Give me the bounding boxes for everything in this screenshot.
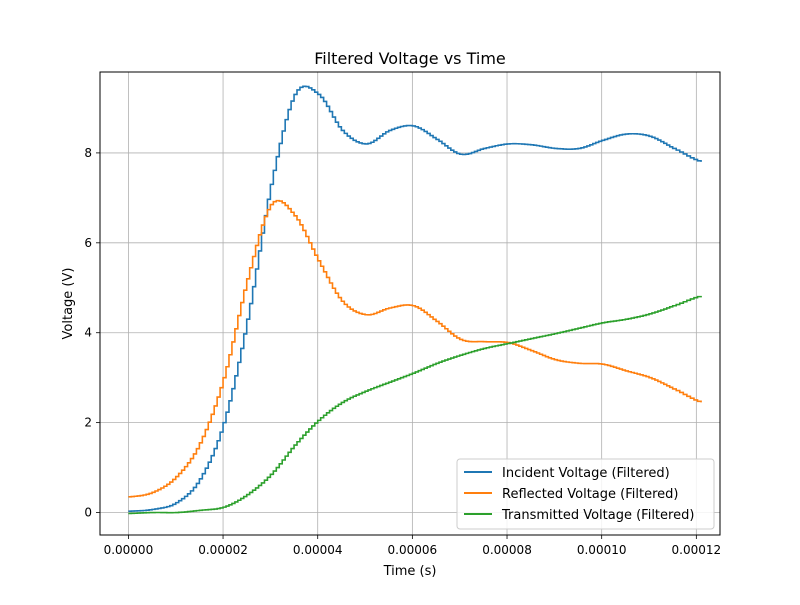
x-tick-label: 0.00004 bbox=[293, 543, 343, 557]
tick-layer: 0.00000 0.00002 0.00004 0.00006 0.00008 0.000… bbox=[84, 146, 721, 557]
y-tick-label: 0 bbox=[84, 506, 92, 520]
series-layer bbox=[128, 85, 702, 515]
legend-label-2: Reflected Voltage (Filtered) bbox=[502, 487, 678, 502]
y-tick-label: 2 bbox=[84, 416, 92, 430]
x-axis-title: Time (s) bbox=[383, 564, 437, 579]
legend-label-3: Transmitted Voltage (Filtered) bbox=[501, 508, 694, 523]
y-axis-title: Voltage (V) bbox=[61, 268, 76, 340]
x-tick-label: 0.00012 bbox=[672, 543, 722, 557]
legend: Incident Voltage (Filtered) Reflected Vol… bbox=[456, 458, 715, 530]
chart-title: Filtered Voltage vs Time bbox=[314, 49, 506, 68]
x-tick-label: 0.00000 bbox=[104, 543, 154, 557]
x-tick-label: 0.00008 bbox=[482, 543, 532, 557]
series-line-3 bbox=[128, 295, 702, 515]
x-tick-label: 0.00006 bbox=[388, 543, 438, 557]
grid-layer bbox=[100, 72, 720, 535]
plot-frame bbox=[99, 71, 721, 536]
x-tick-label: 0.00010 bbox=[577, 543, 627, 557]
y-tick-label: 6 bbox=[84, 236, 92, 250]
series-line-2 bbox=[128, 199, 702, 498]
legend-label-1: Incident Voltage (Filtered) bbox=[502, 466, 670, 481]
y-tick-label: 4 bbox=[84, 326, 92, 340]
x-tick-label: 0.00002 bbox=[198, 543, 248, 557]
series-line-1 bbox=[128, 85, 702, 512]
y-tick-label: 8 bbox=[84, 146, 92, 160]
legend-box bbox=[456, 458, 715, 530]
